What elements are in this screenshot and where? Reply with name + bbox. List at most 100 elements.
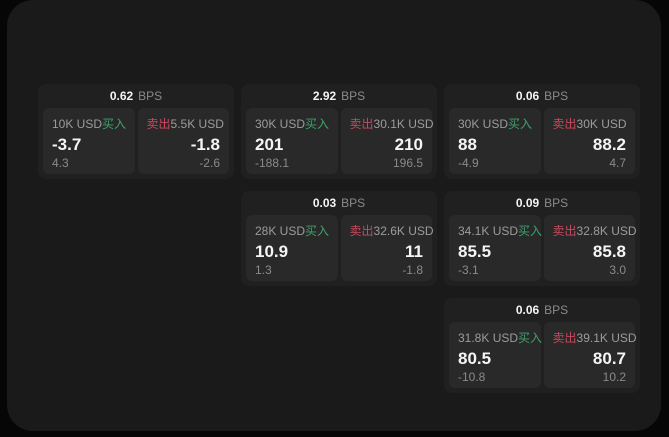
bps-unit-label: BPS <box>544 89 569 103</box>
sell-delta: 196.5 <box>392 156 423 170</box>
sell-pane-top: 卖出 30.1K USD <box>349 115 434 132</box>
sell-pane-top: 卖出 39.1K USD <box>553 329 637 346</box>
buy-amount: 30K USD <box>458 117 509 131</box>
buy-delta: -4.9 <box>458 156 479 170</box>
pane-row: 31.8K USD 买入 80.5 -10.8 卖出 39.1K USD 80.… <box>449 322 637 388</box>
buy-delta: 1.3 <box>255 263 272 277</box>
quote-card: 0.06 BPS 30K USD 买入 88 -4.9 卖出 30K USD <box>444 84 640 179</box>
sell-pane[interactable]: 卖出 32.8K USD 85.8 3.0 <box>543 215 637 281</box>
bps-value: 0.62 <box>109 89 134 103</box>
buy-price: 80.5 <box>458 349 492 368</box>
buy-side-label: 买入 <box>518 224 543 238</box>
buy-pane-top: 30K USD 买入 <box>255 115 329 132</box>
sell-price: 11 <box>405 242 423 261</box>
sell-price: 210 <box>394 135 423 154</box>
buy-pane-top: 10K USD 买入 <box>52 115 126 132</box>
bps-unit-label: BPS <box>138 89 163 103</box>
sell-amount: 30.1K USD <box>373 117 434 131</box>
sell-side-label: 卖出 <box>349 224 374 238</box>
sell-price: -1.8 <box>190 135 220 154</box>
bps-value: 2.92 <box>312 89 337 103</box>
buy-price: 10.9 <box>255 242 289 261</box>
sell-delta: -1.8 <box>402 263 423 277</box>
buy-pane-top: 31.8K USD 买入 <box>458 329 542 346</box>
buy-amount: 10K USD <box>52 117 103 131</box>
buy-pane[interactable]: 28K USD 买入 10.9 1.3 <box>246 215 338 281</box>
bps-value: 0.03 <box>312 196 337 210</box>
sell-side-label: 卖出 <box>552 117 577 131</box>
bps-value: 0.09 <box>515 196 540 210</box>
buy-side-label: 买入 <box>305 117 330 131</box>
sell-amount: 5.5K USD <box>170 117 224 131</box>
buy-amount: 30K USD <box>255 117 306 131</box>
bps-value: 0.06 <box>515 89 540 103</box>
sell-delta: 10.2 <box>602 370 626 384</box>
pane-row: 34.1K USD 买入 85.5 -3.1 卖出 32.8K USD 85.8… <box>449 215 637 281</box>
buy-amount: 34.1K USD <box>458 224 519 238</box>
sell-pane[interactable]: 卖出 32.6K USD 11 -1.8 <box>340 215 434 281</box>
pane-row: 30K USD 买入 88 -4.9 卖出 30K USD 88.2 4.7 <box>449 108 635 174</box>
bps-unit-label: BPS <box>544 303 569 317</box>
main-panel: 0.62 BPS 10K USD 买入 -3.7 4.3 卖出 5.5K USD <box>7 0 661 431</box>
sell-amount: 30K USD <box>576 117 627 131</box>
sell-side-label: 卖出 <box>349 117 374 131</box>
buy-pane[interactable]: 10K USD 买入 -3.7 4.3 <box>43 108 135 174</box>
sell-amount: 39.1K USD <box>576 331 637 345</box>
buy-pane[interactable]: 31.8K USD 买入 80.5 -10.8 <box>449 322 542 388</box>
quote-card-grid: 0.62 BPS 10K USD 买入 -3.7 4.3 卖出 5.5K USD <box>38 84 640 393</box>
buy-side-label: 买入 <box>508 117 533 131</box>
sell-pane-top: 卖出 32.8K USD <box>552 222 637 239</box>
sell-price: 85.8 <box>592 242 626 261</box>
bps-header: 0.09 BPS <box>449 191 635 215</box>
buy-pane-top: 34.1K USD 买入 <box>458 222 542 239</box>
sell-pane-top: 卖出 32.6K USD <box>349 222 434 239</box>
buy-delta: -3.1 <box>458 263 479 277</box>
sell-pane[interactable]: 卖出 39.1K USD 80.7 10.2 <box>543 322 637 388</box>
sell-pane-top: 卖出 30K USD <box>553 115 627 132</box>
bps-header: 0.06 BPS <box>449 84 635 108</box>
quote-card: 0.09 BPS 34.1K USD 买入 85.5 -3.1 卖出 32.8K… <box>444 191 640 286</box>
quote-card: 2.92 BPS 30K USD 买入 201 -188.1 卖出 30.1K … <box>241 84 437 179</box>
sell-pane[interactable]: 卖出 30.1K USD 210 196.5 <box>340 108 434 174</box>
bps-unit-label: BPS <box>341 196 366 210</box>
pane-row: 28K USD 买入 10.9 1.3 卖出 32.6K USD 11 -1.8 <box>246 215 434 281</box>
bps-unit-label: BPS <box>341 89 366 103</box>
sell-amount: 32.8K USD <box>576 224 637 238</box>
buy-pane-top: 30K USD 买入 <box>458 115 532 132</box>
quote-card: 0.62 BPS 10K USD 买入 -3.7 4.3 卖出 5.5K USD <box>38 84 234 179</box>
buy-pane[interactable]: 34.1K USD 买入 85.5 -3.1 <box>449 215 542 281</box>
bps-unit-label: BPS <box>544 196 569 210</box>
sell-delta: -2.6 <box>199 156 220 170</box>
buy-amount: 31.8K USD <box>458 331 519 345</box>
buy-pane[interactable]: 30K USD 买入 201 -188.1 <box>246 108 338 174</box>
buy-pane-top: 28K USD 买入 <box>255 222 329 239</box>
sell-price: 88.2 <box>592 135 626 154</box>
sell-amount: 32.6K USD <box>373 224 434 238</box>
sell-side-label: 卖出 <box>552 224 577 238</box>
sell-price: 80.7 <box>592 349 626 368</box>
sell-side-label: 卖出 <box>146 117 171 131</box>
bps-header: 0.62 BPS <box>43 84 229 108</box>
sell-delta: 4.7 <box>609 156 626 170</box>
quote-card: 0.03 BPS 28K USD 买入 10.9 1.3 卖出 32.6K US… <box>241 191 437 286</box>
bps-value: 0.06 <box>515 303 540 317</box>
buy-price: 88 <box>458 135 477 154</box>
buy-pane[interactable]: 30K USD 买入 88 -4.9 <box>449 108 541 174</box>
bps-header: 2.92 BPS <box>246 84 432 108</box>
buy-delta: -10.8 <box>458 370 486 384</box>
sell-pane[interactable]: 卖出 30K USD 88.2 4.7 <box>543 108 635 174</box>
buy-amount: 28K USD <box>255 224 306 238</box>
buy-delta: 4.3 <box>52 156 69 170</box>
sell-pane[interactable]: 卖出 5.5K USD -1.8 -2.6 <box>137 108 229 174</box>
pane-row: 10K USD 买入 -3.7 4.3 卖出 5.5K USD -1.8 -2.… <box>43 108 229 174</box>
sell-pane-top: 卖出 5.5K USD <box>146 115 224 132</box>
buy-side-label: 买入 <box>102 117 127 131</box>
buy-price: -3.7 <box>52 135 82 154</box>
buy-price: 201 <box>255 135 284 154</box>
buy-side-label: 买入 <box>518 331 543 345</box>
buy-price: 85.5 <box>458 242 492 261</box>
sell-delta: 3.0 <box>609 263 626 277</box>
buy-delta: -188.1 <box>255 156 290 170</box>
bps-header: 0.06 BPS <box>449 298 635 322</box>
bps-header: 0.03 BPS <box>246 191 432 215</box>
